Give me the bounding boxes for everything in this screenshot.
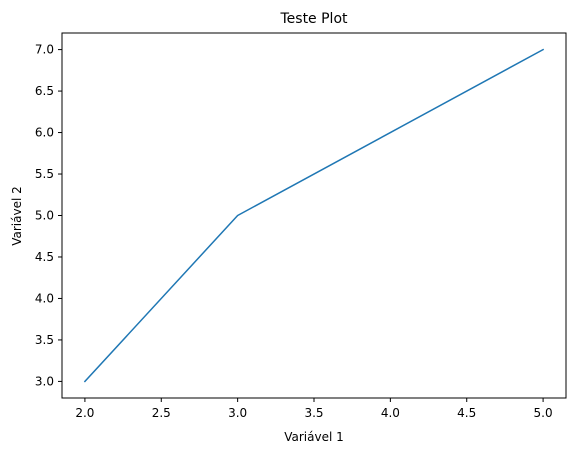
series-group: [83, 48, 545, 383]
y-axis: 3.0 3.5 4.0 4.5 5.0 5.5 6.0 6.5 7.0: [35, 43, 62, 388]
series-line: [83, 48, 545, 383]
x-tick-label: 4.0: [381, 406, 400, 420]
y-tick-label: 5.5: [35, 167, 54, 181]
x-tick-label: 2.0: [75, 406, 94, 420]
y-axis-label: Variável 2: [10, 186, 24, 246]
x-tick-label: 3.0: [228, 406, 247, 420]
x-tick-label: 4.5: [457, 406, 476, 420]
x-tick-label: 3.5: [304, 406, 323, 420]
chart-title: Teste Plot: [279, 11, 348, 27]
y-tick-label: 3.0: [35, 374, 54, 388]
x-axis-label: Variável 1: [284, 430, 344, 444]
y-tick-label: 3.5: [35, 333, 54, 347]
y-tick-label: 4.0: [35, 291, 54, 305]
y-tick-label: 5.0: [35, 209, 54, 223]
x-tick-label: 2.5: [152, 406, 171, 420]
plot-frame: [61, 32, 567, 399]
x-axis: 2.0 2.5 3.0 3.5 4.0 4.5 5.0: [75, 398, 553, 420]
y-tick-label: 4.5: [35, 250, 54, 264]
x-tick-label: 5.0: [534, 406, 553, 420]
y-tick-label: 6.0: [35, 126, 54, 140]
y-tick-label: 7.0: [35, 43, 54, 57]
y-tick-label: 6.5: [35, 84, 54, 98]
